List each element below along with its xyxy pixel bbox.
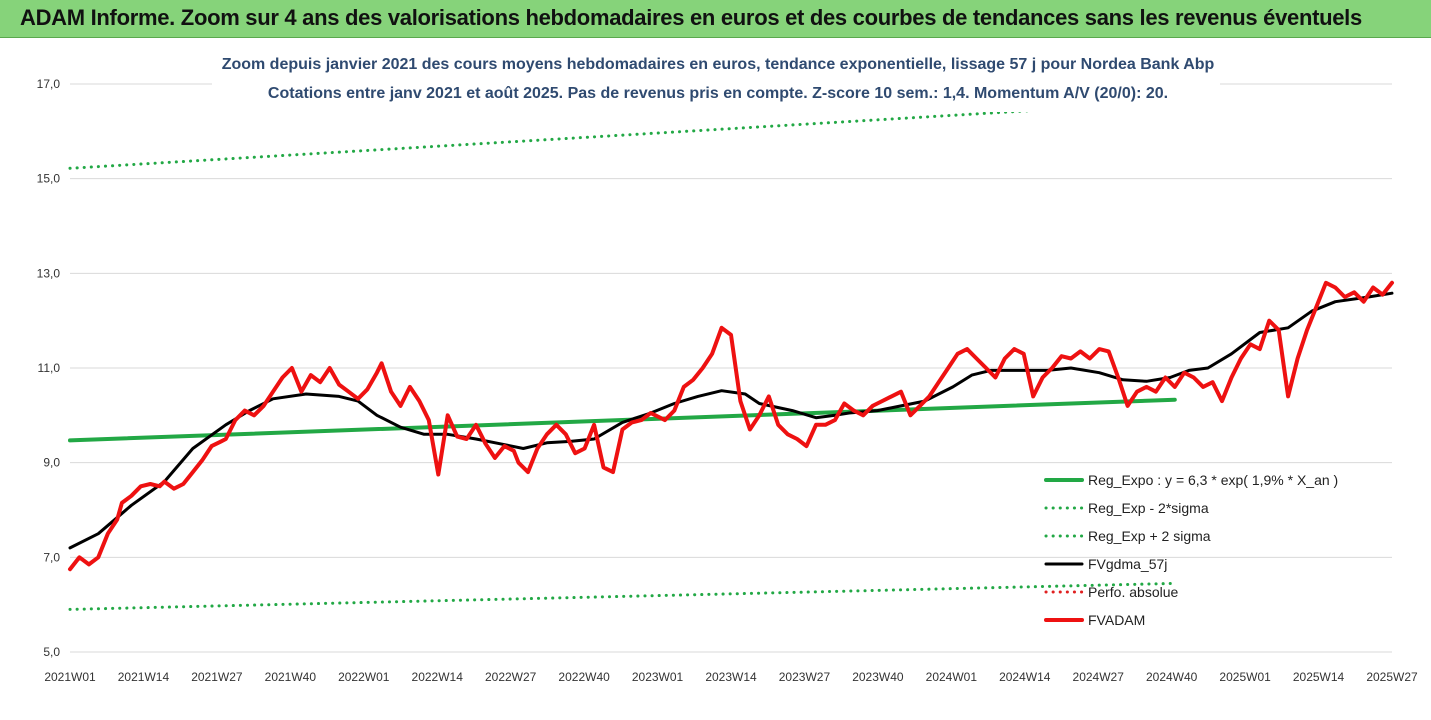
x-tick-label: 2023W01 (632, 670, 684, 684)
chart-background (0, 38, 1431, 720)
x-tick-label: 2025W01 (1219, 670, 1271, 684)
legend: Reg_Expo : y = 6,3 * exp( 1,9% * X_an ) R… (1044, 472, 1338, 628)
x-tick-label: 2021W14 (118, 670, 170, 684)
chart-title: Zoom depuis janvier 2021 des cours moyen… (222, 56, 1215, 73)
x-tick-label: 2021W27 (191, 670, 243, 684)
x-tick-label: 2024W40 (1146, 670, 1198, 684)
report-banner-title: ADAM Informe. Zoom sur 4 ans des valoris… (20, 5, 1362, 30)
legend-label: FVgdma_57j (1088, 556, 1167, 572)
y-tick-label: 15,0 (37, 172, 61, 186)
x-tick-label: 2024W14 (999, 670, 1051, 684)
x-tick-label: 2022W14 (412, 670, 464, 684)
series-fvgdma-57j (68, 291, 1394, 550)
chart-title-box (212, 48, 1220, 112)
legend-label: Perfo. absolue (1088, 584, 1178, 600)
series-reg-expo (68, 397, 1177, 443)
x-tick-label: 2023W27 (779, 670, 831, 684)
y-tick-label: 9,0 (43, 456, 60, 470)
x-tick-label: 2024W27 (1073, 670, 1125, 684)
x-tick-label: 2022W01 (338, 670, 390, 684)
y-tick-label: 13,0 (37, 266, 61, 280)
x-tick-label: 2022W27 (485, 670, 537, 684)
chart-subtitle: Cotations entre janv 2021 et août 2025. … (268, 85, 1168, 102)
series-group (68, 100, 1394, 611)
y-tick-label: 5,0 (43, 645, 60, 659)
y-tick-label: 11,0 (38, 361, 61, 375)
x-tick-label: 2021W01 (44, 670, 96, 684)
x-tick-label: 2024W01 (926, 670, 978, 684)
x-tick-label: 2025W14 (1293, 670, 1345, 684)
y-tick-label: 17,0 (37, 77, 61, 91)
series-reg-plus-2sigma (68, 100, 1177, 170)
series-reg-minus-2sigma (68, 581, 1177, 611)
legend-label: Reg_Exp - 2*sigma (1088, 500, 1209, 516)
series-fvadam (68, 280, 1394, 572)
legend-label: Reg_Expo : y = 6,3 * exp( 1,9% * X_an ) (1088, 472, 1338, 488)
y-axis: 5,0 7,0 9,0 11,0 13,0 15,0 17,0 (37, 77, 61, 659)
x-axis: 2021W01 2021W14 2021W27 2021W40 2022W01 2022W… (44, 670, 1418, 684)
x-tick-label: 2023W14 (705, 670, 757, 684)
x-tick-label: 2021W40 (265, 670, 317, 684)
x-tick-label: 2023W40 (852, 670, 904, 684)
report-banner: ADAM Informe. Zoom sur 4 ans des valoris… (0, 0, 1431, 38)
y-tick-label: 7,0 (43, 550, 60, 564)
x-tick-label: 2022W40 (558, 670, 610, 684)
legend-label: FVADAM (1088, 612, 1145, 628)
x-tick-label: 2025W27 (1366, 670, 1418, 684)
trend-chart: 5,0 7,0 9,0 11,0 13,0 15,0 17,0 2021W01 2021W14… (0, 38, 1431, 720)
legend-label: Reg_Exp + 2 sigma (1088, 528, 1211, 544)
